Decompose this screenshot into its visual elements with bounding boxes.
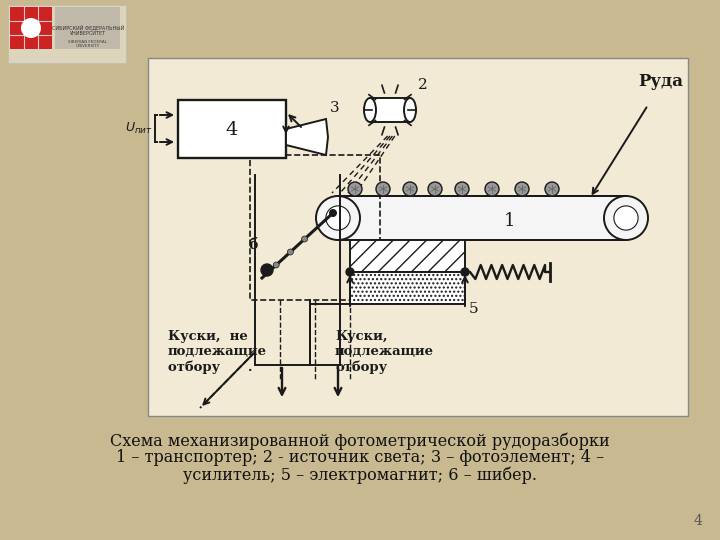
- Text: подлежащие: подлежащие: [335, 345, 434, 358]
- Bar: [178, 100, 286, 158]
- Text: отбору: отбору: [335, 360, 387, 374]
- Text: 1: 1: [504, 212, 516, 230]
- Bar: [370, 98, 410, 122]
- Circle shape: [461, 268, 469, 276]
- Text: б: б: [248, 238, 258, 252]
- Circle shape: [485, 182, 499, 196]
- Text: СИБИРСКИЙ ФЕДЕРАЛЬНЫЙ
УНИВЕРСИТЕТ: СИБИРСКИЙ ФЕДЕРАЛЬНЫЙ УНИВЕРСИТЕТ: [52, 24, 124, 36]
- Text: 4: 4: [226, 121, 238, 139]
- Text: Куски,  не: Куски, не: [168, 330, 248, 343]
- Circle shape: [346, 268, 354, 276]
- Circle shape: [428, 182, 442, 196]
- Polygon shape: [286, 119, 328, 155]
- Text: Куски,: Куски,: [335, 330, 387, 343]
- Text: отбору      .: отбору .: [168, 360, 253, 374]
- Circle shape: [316, 196, 360, 240]
- Bar: [250, 155, 380, 300]
- Circle shape: [302, 236, 307, 242]
- Circle shape: [455, 182, 469, 196]
- Text: подлежащие: подлежащие: [168, 345, 267, 358]
- Text: 3: 3: [330, 101, 340, 115]
- Text: усилитель; 5 – электромагнит; 6 – шибер.: усилитель; 5 – электромагнит; 6 – шибер.: [183, 466, 537, 483]
- Circle shape: [376, 182, 390, 196]
- Circle shape: [348, 182, 362, 196]
- Circle shape: [21, 18, 41, 38]
- Circle shape: [329, 209, 337, 217]
- Bar: [10, 7, 52, 49]
- Bar: [55, 7, 120, 49]
- Text: 5: 5: [469, 302, 479, 316]
- Text: 2: 2: [418, 78, 428, 92]
- Text: 1 – транспортер; 2 - источник света; 3 – фотоэлемент; 4 –: 1 – транспортер; 2 - источник света; 3 –…: [116, 449, 604, 466]
- Circle shape: [545, 182, 559, 196]
- Circle shape: [273, 262, 279, 268]
- Circle shape: [287, 249, 294, 255]
- Circle shape: [261, 264, 273, 276]
- Circle shape: [515, 182, 529, 196]
- Text: SIBERIAN FEDERAL
UNIVERSITY: SIBERIAN FEDERAL UNIVERSITY: [68, 40, 107, 48]
- Ellipse shape: [404, 98, 416, 122]
- Circle shape: [614, 206, 638, 230]
- Bar: [8, 5, 126, 63]
- Circle shape: [326, 206, 350, 230]
- Circle shape: [604, 196, 648, 240]
- Text: 4: 4: [693, 514, 702, 528]
- Bar: [148, 58, 688, 416]
- Text: $U_{пит}$: $U_{пит}$: [125, 120, 153, 136]
- Ellipse shape: [364, 98, 376, 122]
- Bar: [350, 272, 465, 304]
- Circle shape: [403, 182, 417, 196]
- Text: Схема механизированной фотометрической рудоразборки: Схема механизированной фотометрической р…: [110, 432, 610, 449]
- Bar: [350, 240, 465, 272]
- Text: Руда: Руда: [638, 73, 683, 91]
- Bar: [338, 196, 626, 240]
